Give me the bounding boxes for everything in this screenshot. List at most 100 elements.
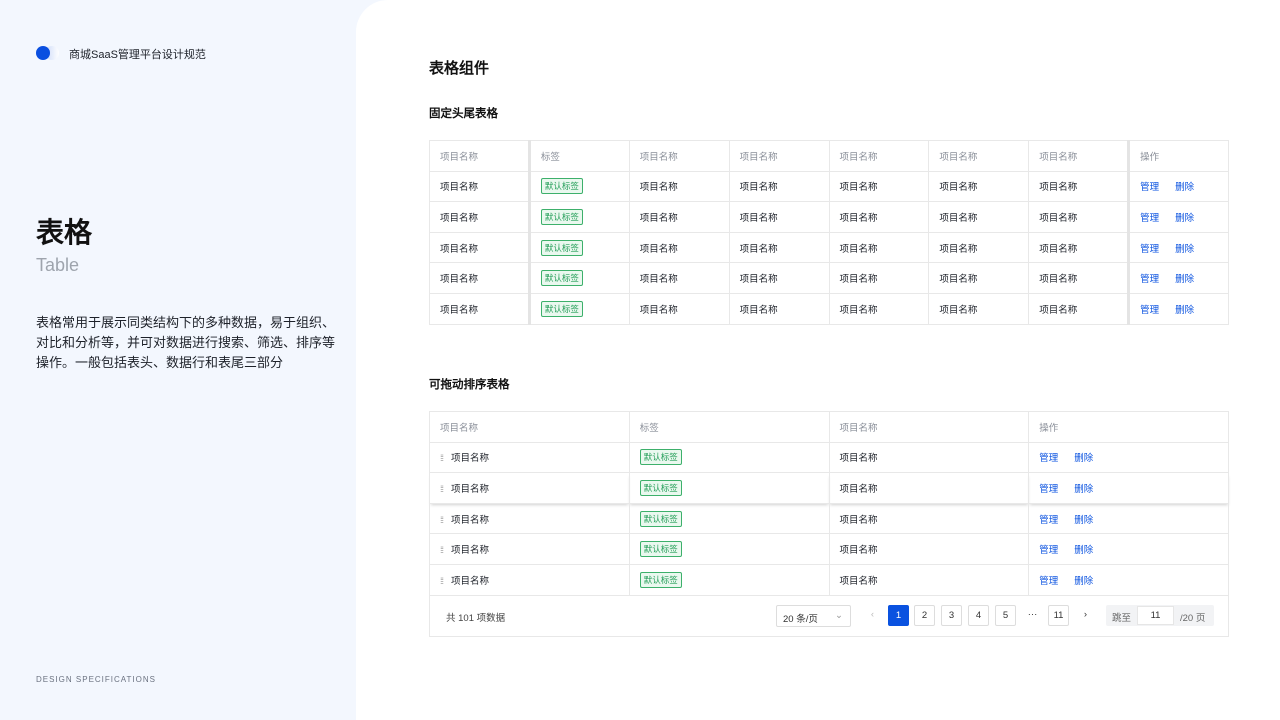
cell-text: 项目名称	[839, 274, 878, 286]
actions-cell: 管理 删除	[1028, 472, 1229, 504]
table-cell: 项目名称	[728, 201, 830, 233]
cell-text: 项目名称	[739, 182, 778, 194]
manage-link[interactable]: 管理	[1140, 243, 1160, 255]
table-cell: 项目名称	[1028, 292, 1130, 325]
drag-handle-icon[interactable]: ⁞⁞	[440, 545, 444, 556]
cell-text: 项目名称	[839, 182, 878, 194]
delete-link[interactable]: 删除	[1074, 514, 1094, 526]
cell-text: 项目名称	[839, 243, 878, 255]
tag-badge: 默认标签	[639, 479, 682, 496]
table-cell: 项目名称	[928, 262, 1030, 294]
table-cell: ⁞⁞ 项目名称	[429, 563, 630, 596]
table-cell: 默认标签	[628, 472, 830, 504]
table-cell: 项目名称	[728, 231, 830, 264]
table-row: ⁞⁞ 项目名称 默认标签 项目名称 管理 删除	[429, 563, 1229, 596]
actions-cell: 管理 删除	[1127, 201, 1229, 233]
delete-link[interactable]: 删除	[1175, 304, 1195, 316]
delete-link[interactable]: 删除	[1074, 575, 1094, 587]
table-cell: 项目名称	[928, 170, 1030, 203]
more-pages-icon[interactable]: ···	[1027, 609, 1038, 620]
table-cell: 项目名称	[828, 170, 930, 203]
table-cell: 项目名称	[1028, 231, 1130, 264]
table-cell: 项目名称	[828, 292, 930, 325]
page-button[interactable]: 3	[941, 605, 962, 626]
jump-to-page: 跳至 11 /20 页	[1106, 605, 1214, 626]
cell-text: 项目名称	[639, 212, 678, 224]
next-page-button[interactable]: ›	[1083, 609, 1088, 620]
table-cell: 项目名称	[429, 231, 531, 264]
actions-cell: 管理 删除	[1127, 292, 1229, 325]
table-cell: 项目名称	[429, 170, 531, 203]
pagination: 共 101 项数据 20 条/页 ⌄ ‹ 1 2 3 4 5 ··· 11 › 跳至 11 /…	[429, 595, 1229, 637]
manage-link[interactable]: 管理	[1039, 483, 1059, 495]
cell-text: 项目名称	[839, 212, 878, 224]
prev-page-button[interactable]: ‹	[870, 609, 875, 620]
table-cell: 默认标签	[528, 292, 630, 325]
fixed-table: 项目名称 标签 项目名称 项目名称 项目名称 项目名称 项目名称 操作 项目名称 默认标签 项目名称…	[429, 140, 1229, 325]
cell-text: 项目名称	[839, 575, 878, 587]
drag-handle-icon[interactable]: ⁞⁞	[440, 514, 444, 525]
cell-text: 项目名称	[440, 304, 479, 316]
page-button[interactable]: 11	[1048, 605, 1069, 626]
table-cell: 项目名称	[728, 170, 830, 203]
actions-cell: 管理 删除	[1127, 231, 1229, 264]
manage-link[interactable]: 管理	[1039, 545, 1059, 557]
manage-link[interactable]: 管理	[1140, 212, 1160, 224]
cell-text: 项目名称	[939, 182, 978, 194]
drag-handle-icon[interactable]: ⁞⁞	[440, 483, 444, 494]
table-cell: 项目名称	[728, 262, 830, 294]
cell-text: 项目名称	[939, 212, 978, 224]
actions-cell: 管理 删除	[1028, 563, 1229, 596]
table-cell: 项目名称	[828, 502, 1030, 535]
cell-text: 项目名称	[839, 514, 878, 526]
page-size-select[interactable]: 20 条/页 ⌄	[776, 605, 851, 627]
manage-link[interactable]: 管理	[1039, 514, 1059, 526]
manage-link[interactable]: 管理	[1140, 182, 1160, 194]
cell-text: 项目名称	[451, 575, 490, 587]
page-button[interactable]: 4	[968, 605, 989, 626]
delete-link[interactable]: 删除	[1175, 182, 1195, 194]
delete-link[interactable]: 删除	[1175, 243, 1195, 255]
jump-input[interactable]: 11	[1137, 606, 1174, 625]
delete-link[interactable]: 删除	[1074, 483, 1094, 495]
jump-label: 跳至	[1112, 613, 1132, 624]
cell-text: 项目名称	[639, 274, 678, 286]
tag-badge: 默认标签	[639, 510, 682, 527]
cell-text: 项目名称	[451, 514, 490, 526]
cell-text: 项目名称	[739, 212, 778, 224]
cell-text: 项目名称	[939, 243, 978, 255]
delete-link[interactable]: 删除	[1175, 212, 1195, 224]
table-row: ⁞⁞ 项目名称 默认标签 项目名称 管理 删除	[429, 502, 1229, 535]
delete-link[interactable]: 删除	[1175, 274, 1195, 286]
actions-cell: 管理 删除	[1028, 441, 1229, 474]
page-button[interactable]: 2	[914, 605, 935, 626]
cell-text: 项目名称	[440, 274, 479, 286]
table-cell: 项目名称	[1028, 262, 1130, 294]
main-panel: 表格组件 固定头尾表格 项目名称 标签 项目名称 项目名称 项目名称 项目名称 项目名称 操作…	[356, 0, 1280, 720]
table-row: ⁞⁞ 项目名称 默认标签 项目名称 管理 删除	[429, 533, 1229, 565]
drag-handle-icon[interactable]: ⁞⁞	[440, 453, 444, 464]
footer-label: DESIGN SPECIFICATIONS	[36, 675, 156, 684]
delete-link[interactable]: 删除	[1074, 453, 1094, 465]
cell-text: 项目名称	[440, 212, 479, 224]
cell-text: 项目名称	[839, 545, 878, 557]
manage-link[interactable]: 管理	[1140, 274, 1160, 286]
page-button[interactable]: 1	[888, 605, 909, 626]
manage-link[interactable]: 管理	[1039, 453, 1059, 465]
logo-icon	[36, 46, 66, 60]
drag-handle-icon[interactable]: ⁞⁞	[440, 575, 444, 586]
page-button[interactable]: 5	[995, 605, 1016, 626]
delete-link[interactable]: 删除	[1074, 545, 1094, 557]
cell-text: 项目名称	[451, 453, 490, 465]
manage-link[interactable]: 管理	[1039, 575, 1059, 587]
table-cell: 项目名称	[628, 201, 730, 233]
table-cell: 项目名称	[429, 262, 531, 294]
tag-badge: 默认标签	[540, 270, 583, 287]
tag-badge: 默认标签	[540, 208, 583, 225]
table-cell: 项目名称	[1028, 170, 1130, 203]
tag-badge: 默认标签	[540, 300, 583, 317]
actions-cell: 管理 删除	[1127, 262, 1229, 294]
table-cell: 项目名称	[828, 472, 1030, 504]
actions-cell: 管理 删除	[1127, 170, 1229, 203]
manage-link[interactable]: 管理	[1140, 304, 1160, 316]
